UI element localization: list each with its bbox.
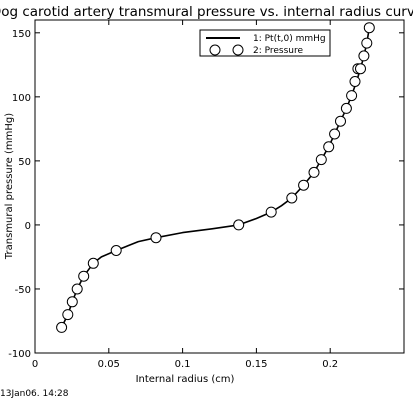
data-point [233,219,245,231]
data-point [308,166,320,178]
x-tick-label: 0.1 [175,359,191,370]
data-point [355,63,366,75]
y-tick-label: 150 [12,29,31,40]
chart-title: Dog carotid artery transmural pressure v… [0,4,413,20]
data-point [56,321,68,333]
data-point [110,245,122,256]
legend-marker-swatch [232,44,244,56]
data-point [349,76,361,87]
legend-entry-markers: 2: Pressure [253,46,304,56]
data-point [62,309,74,321]
data-point [323,141,335,153]
plot-area [56,22,375,333]
data-point [340,102,352,114]
data-point [358,50,370,62]
x-tick-label: 0.2 [322,359,338,370]
legend-entry-line: 1: Pt(t,0) mmHg [253,34,326,44]
y-tick-label: 100 [12,93,31,104]
data-point [361,37,373,49]
legend: 1: Pt(t,0) mmHg 2: Pressure [199,29,331,57]
y-tick-label: 50 [18,157,31,168]
y-axis: -100 -50 0 50 100 150 [8,29,404,360]
timestamp: 13Jan06. 14:28 [0,389,69,399]
x-tick-label: 0.15 [245,359,267,370]
data-point [78,270,90,282]
x-axis: 0 0.05 0.1 0.15 0.2 [32,20,338,370]
legend-box [199,29,331,57]
series-line [60,27,371,328]
data-point [346,90,358,102]
data-point [71,283,83,295]
legend-marker-swatch [209,44,221,56]
plot-frame [34,19,405,354]
x-tick-label: 0 [32,359,38,370]
y-axis-label: Transmural pressure (mmHg) [4,113,15,260]
y-tick-label: -50 [15,285,31,296]
x-tick-label: 0.05 [98,359,120,370]
data-point [265,206,277,218]
data-point [335,115,346,127]
y-tick-label: 0 [25,221,31,232]
data-point [363,22,375,34]
x-axis-label: Internal radius (cm) [136,374,235,385]
data-point [298,179,310,191]
data-point [315,154,327,166]
data-point [150,232,162,244]
y-tick-label: -100 [8,349,31,360]
data-point [329,128,341,140]
data-point [286,192,298,204]
data-point [66,296,78,308]
data-point [87,257,99,269]
